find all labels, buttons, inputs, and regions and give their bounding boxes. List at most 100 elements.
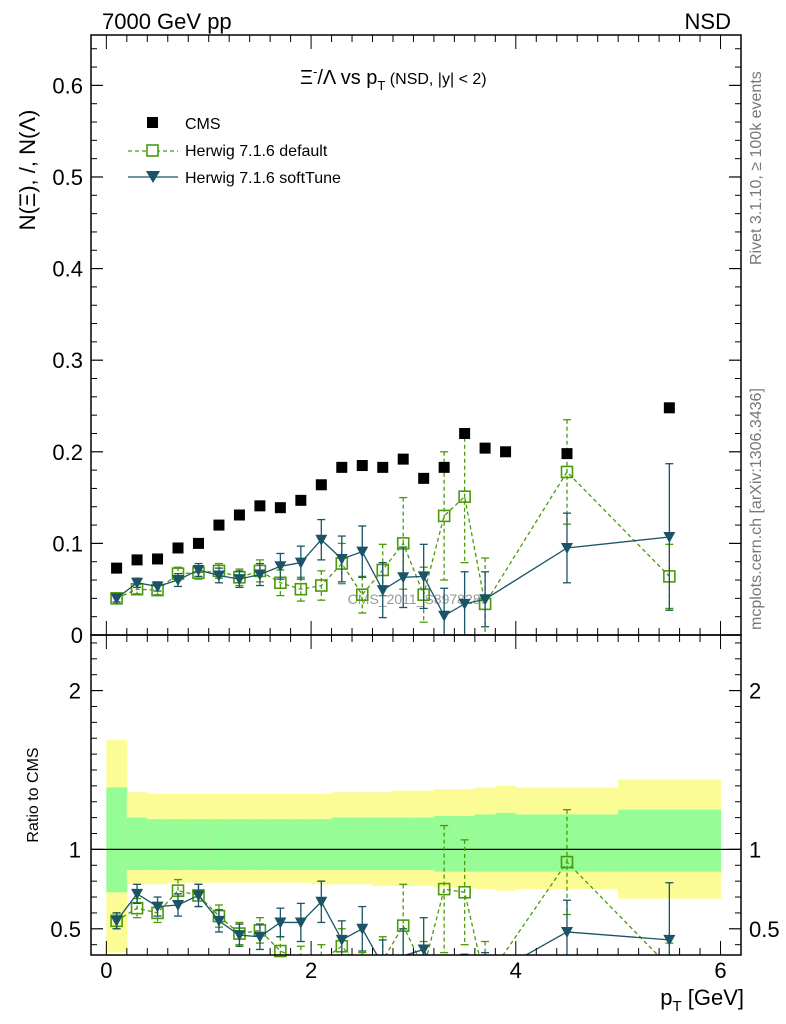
title-tail: (NSD, |y| < 2) xyxy=(385,71,486,88)
main-cms-point xyxy=(356,460,368,472)
main-cms-point xyxy=(459,427,471,439)
ratio-herwig-7-1-6-default-line xyxy=(116,861,659,955)
main-default-point xyxy=(315,579,328,592)
ratio-band-green xyxy=(495,812,517,872)
ratio-band-green xyxy=(126,817,148,871)
ratio-softtune-point xyxy=(274,917,287,929)
title-sup: - xyxy=(313,64,317,79)
main-default-point xyxy=(458,490,471,503)
main-y-tick-label: 0.3 xyxy=(52,348,83,373)
ratio-band-green xyxy=(433,816,455,872)
main-y-tick-label: 0.6 xyxy=(52,73,83,98)
ratio-softtune-point xyxy=(172,899,185,911)
ratio-uncertainty-bands xyxy=(106,739,722,953)
main-cms-point xyxy=(131,554,143,566)
main-y-tick-label: 0 xyxy=(71,623,83,648)
ratio-softtune-point xyxy=(663,934,676,946)
main-softtune-point xyxy=(192,564,205,576)
ratio-band-green xyxy=(147,819,169,871)
main-softtune-point xyxy=(397,572,410,584)
ratio-default-point xyxy=(274,944,287,958)
main-cms-point xyxy=(295,494,307,506)
x-tick-label: 4 xyxy=(510,958,522,983)
title-main: Ξ xyxy=(300,67,313,89)
ratio-softtune-point xyxy=(192,890,205,902)
main-default-point xyxy=(437,509,451,523)
ratio-y-tick-label: 0.5 xyxy=(50,917,81,942)
main-softtune-point xyxy=(560,542,573,554)
ratio-softtune-point xyxy=(356,923,369,935)
main-cms-point xyxy=(561,448,573,460)
main-y-tick-label: 0.5 xyxy=(52,165,83,190)
legend-softtune-label: Herwig 7.1.6 softTune xyxy=(185,170,341,187)
ratio-softtune-point xyxy=(151,901,164,913)
ratio-band-green xyxy=(249,819,271,871)
ratio-band-green xyxy=(290,819,312,871)
ratio-frame xyxy=(90,634,742,956)
ratio-softtune-point xyxy=(233,930,246,942)
main-softtune-point xyxy=(253,569,266,581)
main-cms-point xyxy=(254,500,266,512)
ratio-band-green xyxy=(311,819,333,871)
main-cms-point xyxy=(213,519,225,531)
main-softtune-point xyxy=(233,574,246,586)
main-cms-point xyxy=(152,553,164,565)
main-softtune-point xyxy=(335,553,348,565)
legend-cms-marker xyxy=(147,117,158,128)
header-right-label: NSD xyxy=(685,9,731,34)
ratio-band-green xyxy=(352,817,373,871)
ratio-band-green xyxy=(474,814,496,872)
ratio-y-tick-label-right: 1 xyxy=(749,837,761,862)
main-cms-point xyxy=(172,542,184,554)
chart-title: Ξ-/Λ vs pT (NSD, |y| < 2) xyxy=(300,64,487,93)
ratio-band-green xyxy=(372,817,394,871)
ratio-band-green xyxy=(331,817,353,871)
main-softtune-point xyxy=(356,546,369,558)
rivet-version-label: Rivet 3.1.10, ≥ 100k events xyxy=(748,71,765,265)
main-softtune-point xyxy=(110,593,123,605)
legend-default-marker xyxy=(146,144,159,157)
ratio-y-axis: 0.5 0.5 1 1 2 2 xyxy=(50,642,780,946)
main-default-point xyxy=(560,465,574,479)
main-softtune-point xyxy=(479,594,492,606)
ratio-softtune-point xyxy=(315,896,328,908)
main-softtune-point xyxy=(438,610,451,622)
ratio-y-tick-label-right: 2 xyxy=(749,679,761,704)
ratio-softtune-point xyxy=(110,915,123,927)
ratio-series-group xyxy=(110,809,676,958)
main-y-tick-label: 0.4 xyxy=(52,257,83,282)
x-tick-label: 0 xyxy=(100,958,112,983)
ratio-band-green xyxy=(208,819,230,871)
main-softtune-point xyxy=(274,561,287,573)
ratio-band-green xyxy=(167,819,189,871)
ratio-softtune-point xyxy=(253,931,266,943)
main-softtune-point xyxy=(458,598,471,610)
ratio-herwig-7-1-6-softtune-line xyxy=(116,892,670,955)
main-cms-point xyxy=(479,442,491,454)
ratio-softtune-point xyxy=(560,926,573,938)
main-cms-point xyxy=(233,509,245,521)
legend-softtune-marker xyxy=(146,171,160,183)
main-softtune-point xyxy=(315,534,328,546)
ratio-band-green xyxy=(270,819,292,871)
ratio-band-green xyxy=(392,817,414,871)
main-cms-point xyxy=(663,402,675,414)
legend-default-label: Herwig 7.1.6 default xyxy=(185,143,328,160)
ratio-band-green xyxy=(618,809,722,872)
ratio-softtune-point xyxy=(294,917,307,929)
main-cms-point xyxy=(111,562,123,574)
mcplots-label: mcplots.cern.ch [arXiv:1306.3436] xyxy=(748,388,765,630)
main-cms-point xyxy=(438,461,450,473)
main-cms-point xyxy=(192,537,204,549)
ratio-x-axis: 0 2 4 6 xyxy=(100,635,727,983)
main-cms-point xyxy=(336,461,348,473)
ratio-y-tick-label: 1 xyxy=(69,837,81,862)
main-cms-point xyxy=(377,461,389,473)
ratio-softtune-point xyxy=(212,915,225,927)
ratio-softtune-point xyxy=(335,934,348,946)
main-cms-point xyxy=(418,472,430,484)
ratio-default-point xyxy=(560,855,574,869)
ratio-band-green xyxy=(413,817,435,871)
ratio-y-tick-label: 2 xyxy=(69,679,81,704)
x-tick-label: 6 xyxy=(714,958,726,983)
